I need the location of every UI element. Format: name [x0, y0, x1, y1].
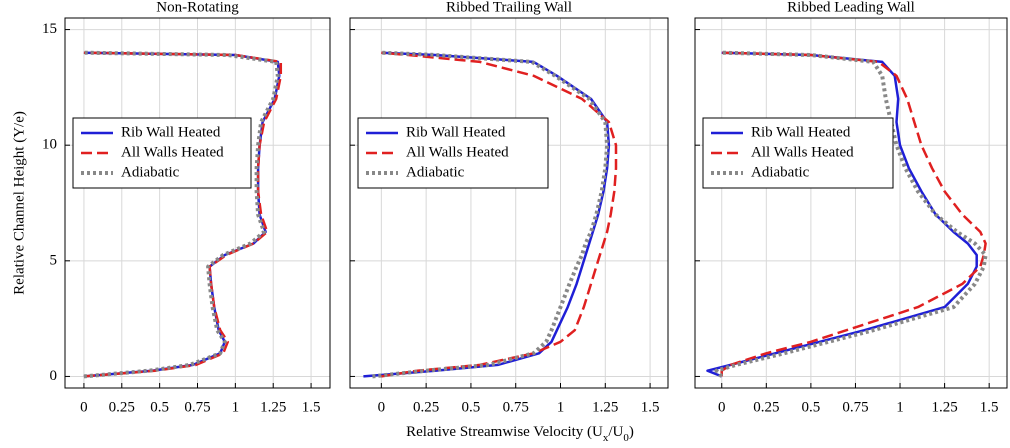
- legend-label: Adiabatic: [751, 164, 810, 180]
- x-label-part: Relative Streamwise Velocity (U: [406, 424, 603, 440]
- panel-title: Non-Rotating: [156, 0, 239, 15]
- legend-label: All Walls Heated: [751, 144, 854, 160]
- x-tick-label: 0.75: [503, 399, 529, 415]
- panel-title: Ribbed Leading Wall: [787, 0, 915, 15]
- y-tick-label: 5: [50, 252, 58, 268]
- x-label-part: ): [629, 424, 634, 440]
- x-tick-label: 1: [896, 399, 904, 415]
- series-line: [83, 51, 283, 378]
- series-line: [714, 50, 988, 378]
- legend-label: Rib Wall Heated: [751, 124, 851, 140]
- panel-title: Ribbed Trailing Wall: [446, 0, 572, 15]
- x-tick-label: 1: [557, 399, 565, 415]
- x-tick-label: 1.5: [641, 399, 660, 415]
- series-line: [83, 51, 281, 378]
- x-tick-label: 1.5: [302, 399, 321, 415]
- series-line: [706, 51, 978, 378]
- x-tick-label: 0.5: [462, 399, 481, 415]
- x-label-sub: x: [603, 432, 609, 444]
- x-tick-label: 0: [378, 399, 386, 415]
- x-axis-label: Relative Streamwise Velocity (Ux/U0): [406, 424, 634, 443]
- plot-frame: [694, 17, 1008, 389]
- plot-frame: [349, 17, 669, 389]
- x-tick-label: 0.75: [842, 399, 868, 415]
- legend-label: Rib Wall Heated: [406, 124, 506, 140]
- legend-label: All Walls Heated: [406, 144, 509, 160]
- x-tick-label: 0: [80, 399, 88, 415]
- y-axis-label: Relative Channel Height (Y/e): [11, 111, 27, 295]
- x-tick-label: 0.5: [802, 399, 821, 415]
- x-label-part: /U: [608, 424, 623, 440]
- x-tick-label: 1.25: [592, 399, 618, 415]
- series-line: [381, 51, 618, 378]
- series-line: [372, 50, 610, 379]
- plot-frame: [64, 17, 331, 389]
- series-line: [83, 50, 280, 379]
- series-line: [720, 51, 987, 377]
- y-tick-label: 10: [42, 137, 57, 153]
- x-tick-label: 0.5: [150, 399, 169, 415]
- x-tick-label: 0: [718, 399, 726, 415]
- x-label-sub: 0: [623, 432, 629, 444]
- x-tick-label: 1.5: [980, 399, 999, 415]
- legend-label: Rib Wall Heated: [121, 124, 221, 140]
- legend-label: All Walls Heated: [121, 144, 224, 160]
- series-line: [363, 51, 611, 378]
- y-tick-label: 15: [42, 21, 57, 37]
- x-tick-label: 0.25: [753, 399, 779, 415]
- x-tick-label: 1.25: [260, 399, 286, 415]
- legend-label: Adiabatic: [121, 164, 180, 180]
- x-tick-label: 1: [232, 399, 240, 415]
- x-tick-label: 0.25: [109, 399, 135, 415]
- y-tick-label: 0: [50, 368, 58, 384]
- x-tick-label: 0.75: [184, 399, 210, 415]
- legend-label: Adiabatic: [406, 164, 465, 180]
- x-tick-label: 0.25: [413, 399, 439, 415]
- x-tick-label: 1.25: [931, 399, 957, 415]
